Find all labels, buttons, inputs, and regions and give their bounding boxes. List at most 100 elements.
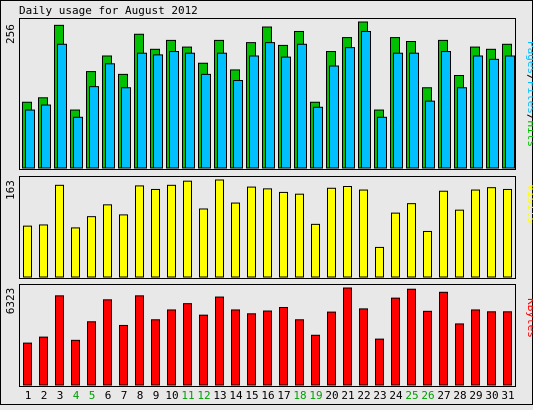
visits-bar	[359, 189, 368, 278]
files-bar	[457, 87, 467, 169]
visits-bar	[455, 209, 464, 278]
files-bar	[473, 55, 483, 169]
x-tick-label: 6	[105, 389, 112, 402]
files-bar	[185, 52, 195, 169]
x-tick-label: 3	[57, 389, 64, 402]
visits-bar	[199, 208, 208, 278]
bars-layer	[22, 21, 515, 386]
kbytes-bar	[263, 310, 272, 386]
kbytes-bar	[215, 296, 224, 386]
legend-kbytes: KBytes	[525, 298, 533, 338]
x-tick-label: 25	[405, 389, 418, 402]
files-bar	[201, 73, 211, 169]
visits-bar	[279, 191, 288, 278]
x-tick-label: 12	[197, 389, 210, 402]
visits-bar	[39, 224, 48, 278]
hits-y-max-label: 256	[4, 24, 17, 44]
files-bar	[393, 52, 403, 169]
kbytes-y-max-label: 6323	[4, 288, 17, 315]
kbytes-bar	[39, 336, 48, 386]
x-tick-label: 31	[501, 389, 514, 402]
kbytes-panel-frame	[19, 284, 516, 387]
chart-title: Daily usage for August 2012	[19, 4, 198, 17]
kbytes-bar	[103, 299, 112, 386]
files-bar	[25, 109, 35, 169]
legend-files: Files	[525, 81, 533, 114]
visits-bar	[119, 214, 128, 278]
files-bar	[377, 116, 387, 169]
x-tick-label: 9	[153, 389, 160, 402]
x-tick-label: 13	[213, 389, 226, 402]
files-bar	[217, 52, 227, 169]
kbytes-bar	[71, 339, 80, 386]
files-bar	[441, 51, 451, 169]
files-bar	[137, 52, 147, 169]
visits-bar	[263, 188, 272, 278]
kbytes-bar	[487, 311, 496, 386]
kbytes-bar	[503, 311, 512, 386]
visits-bar	[247, 186, 256, 278]
files-bar	[249, 55, 259, 169]
x-tick-label: 11	[181, 389, 194, 402]
x-tick-label: 16	[261, 389, 274, 402]
x-tick-label: 23	[373, 389, 386, 402]
files-bar	[169, 51, 179, 169]
visits-bar	[439, 190, 448, 278]
kbytes-bar	[23, 342, 32, 386]
files-bar	[153, 54, 163, 169]
x-tick-label: 20	[325, 389, 338, 402]
files-bar	[73, 116, 83, 169]
visits-bar	[103, 204, 112, 278]
kbytes-bar	[359, 308, 368, 386]
files-bar	[345, 47, 355, 169]
visits-bar	[151, 188, 160, 278]
kbytes-bar	[295, 319, 304, 386]
kbytes-bar	[231, 309, 240, 386]
kbytes-bar	[455, 323, 464, 386]
kbytes-bar	[423, 310, 432, 386]
kbytes-bar	[55, 295, 64, 386]
files-bar	[57, 43, 67, 169]
files-bar	[425, 100, 435, 169]
visits-bar	[167, 184, 176, 278]
visits-bar	[503, 188, 512, 278]
x-tick-label: 14	[229, 389, 243, 402]
x-tick-label: 30	[485, 389, 498, 402]
x-tick-label: 5	[89, 389, 96, 402]
kbytes-bar	[87, 321, 96, 386]
visits-bar	[215, 179, 224, 278]
x-tick-label: 15	[245, 389, 258, 402]
legend-visits: Visits	[525, 184, 533, 224]
files-bar	[265, 42, 275, 169]
x-tick-label: 18	[293, 389, 306, 402]
files-bar	[297, 43, 307, 169]
legend-hits: Hits	[525, 121, 533, 148]
visits-bar	[327, 187, 336, 278]
x-tick-label: 27	[437, 389, 450, 402]
visits-bar	[295, 193, 304, 278]
visits-bar	[183, 180, 192, 278]
visits-bar	[343, 186, 352, 278]
visits-bar	[391, 212, 400, 278]
files-bar	[489, 58, 499, 169]
kbytes-bar	[151, 319, 160, 386]
x-tick-label: 21	[341, 389, 354, 402]
kbytes-bar	[183, 303, 192, 386]
files-bar	[105, 63, 115, 169]
visits-panel-frame	[19, 176, 516, 279]
files-bar	[409, 52, 419, 169]
files-bar	[41, 104, 51, 169]
files-bar	[505, 55, 515, 169]
files-bar	[313, 106, 323, 169]
kbytes-bar	[327, 311, 336, 386]
files-bar	[233, 80, 243, 169]
visits-y-max-label: 163	[4, 180, 17, 200]
x-tick-label: 29	[469, 389, 482, 402]
x-tick-label: 19	[309, 389, 322, 402]
visits-bar	[135, 185, 144, 278]
x-tick-label: 1	[25, 389, 32, 402]
kbytes-bar	[311, 334, 320, 386]
visits-bar	[231, 202, 240, 278]
